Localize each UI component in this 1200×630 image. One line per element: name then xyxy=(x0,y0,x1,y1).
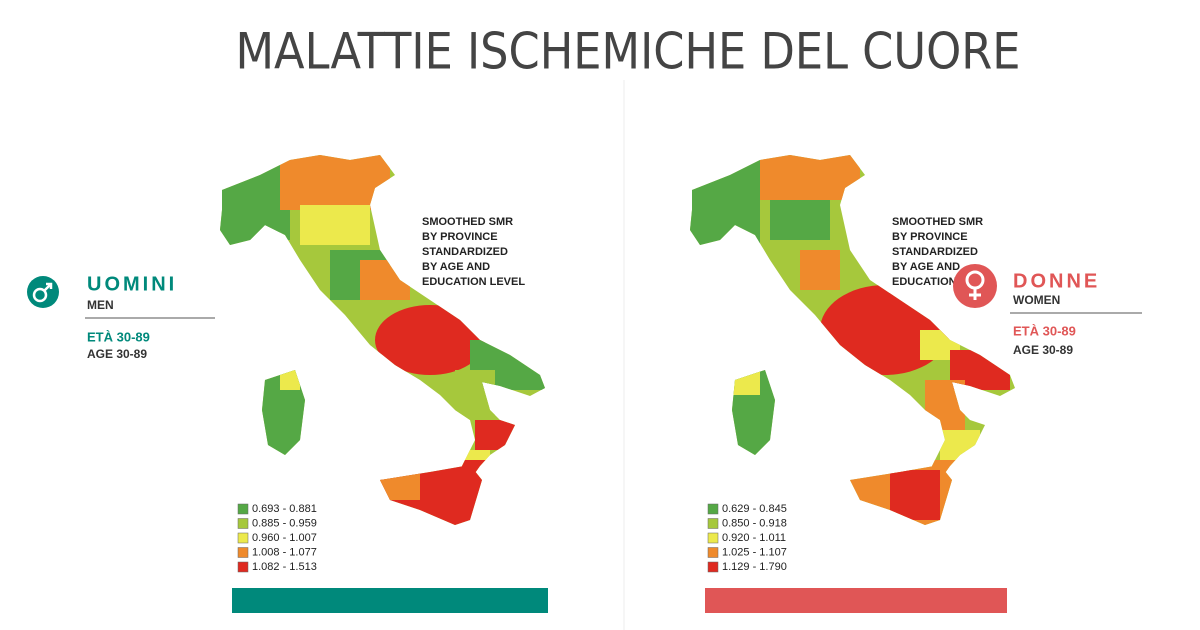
legend-swatch xyxy=(237,503,249,515)
legend-swatch xyxy=(237,532,249,544)
legend-label: 0.885 - 0.959 xyxy=(252,517,317,529)
map-note: SMOOTHED SMR xyxy=(422,216,513,228)
map-note: BY PROVINCE xyxy=(892,231,968,243)
legend-swatch xyxy=(707,547,719,558)
map-note: BY PROVINCE xyxy=(422,231,498,243)
panel-label: DONNE xyxy=(1013,270,1100,292)
legend-label: 0.629 - 0.845 xyxy=(722,503,787,515)
panel-sublabel: MEN xyxy=(87,298,114,312)
legend-label: 0.850 - 0.918 xyxy=(722,517,787,529)
legend-label: 0.920 - 1.011 xyxy=(722,532,786,544)
legend-label: 1.025 - 1.107 xyxy=(722,546,787,558)
panel-label: UOMINI xyxy=(87,273,177,295)
panel-sublabel: WOMEN xyxy=(1013,293,1060,307)
legend-swatch xyxy=(707,561,719,573)
map-note: EDUCATION LEVEL xyxy=(422,276,525,288)
legend-swatch xyxy=(237,547,249,558)
female-icon xyxy=(953,264,997,308)
map-note: SMOOTHED SMR xyxy=(892,216,983,228)
age-sublabel: AGE 30-89 xyxy=(1013,343,1073,357)
map-note: BY AGE AND xyxy=(892,261,960,273)
bar-women xyxy=(705,588,1007,613)
legend-swatch xyxy=(707,532,719,544)
legend-label: 1.008 - 1.077 xyxy=(252,546,317,558)
legend-swatch xyxy=(707,518,719,529)
legend-swatch xyxy=(237,518,249,529)
age-label: ETÀ 30-89 xyxy=(1013,323,1076,338)
age-sublabel: AGE 30-89 xyxy=(87,347,147,361)
bar-men xyxy=(232,588,548,613)
title: MALATTIE ISCHEMICHE DEL CUORE xyxy=(236,23,1021,81)
legend-label: 0.960 - 1.007 xyxy=(252,532,317,544)
map-note: STANDARDIZED xyxy=(422,246,508,258)
map-note: BY AGE AND xyxy=(422,261,490,273)
male-icon xyxy=(27,276,59,308)
legend-label: 1.129 - 1.790 xyxy=(722,561,787,573)
legend-label: 0.693 - 0.881 xyxy=(252,503,317,515)
map-note: STANDARDIZED xyxy=(892,246,978,258)
legend-label: 1.082 - 1.513 xyxy=(252,561,317,573)
legend-swatch xyxy=(237,561,249,573)
age-label: ETÀ 30-89 xyxy=(87,329,150,344)
legend-swatch xyxy=(707,503,719,515)
